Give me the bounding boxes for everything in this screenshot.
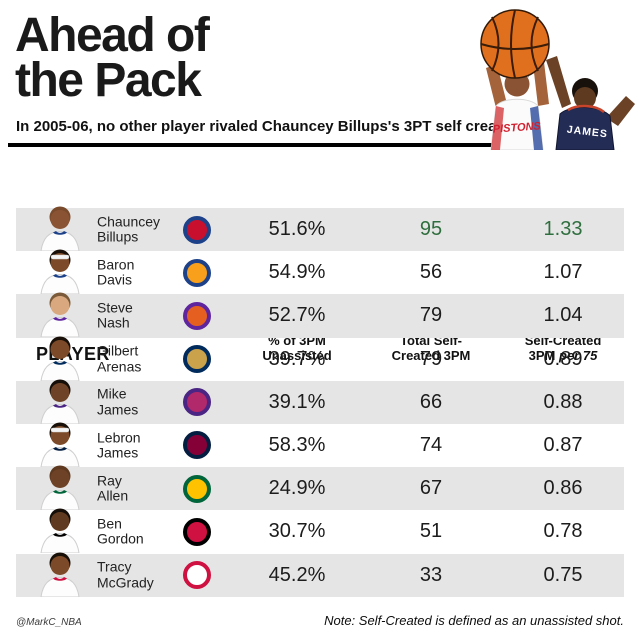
per-75-value: 0.87: [543, 433, 583, 456]
pct-unassisted-value: 39.7%: [268, 347, 326, 370]
team-logo-pistons-icon: [183, 215, 211, 244]
player-name: Chauncey Billups: [97, 213, 161, 245]
pct-unassisted-value: 39.1%: [268, 390, 326, 413]
shooter-player: PISTONS: [486, 53, 549, 150]
pct-unassisted-value: 58.3%: [268, 433, 326, 456]
team-logo-cavaliers-icon: [183, 431, 211, 460]
total-self-created-value: 79: [419, 347, 443, 370]
player-photo: [40, 379, 80, 424]
player-name: Baron Davis: [97, 256, 135, 288]
title-line-2: the Pack: [15, 54, 202, 107]
player-photo: [40, 249, 80, 295]
pct-unassisted-value: 51.6%: [268, 218, 326, 240]
per-75-value: 1.04: [543, 304, 583, 327]
table-row: Chauncey Billups 51.6% 95 1.33: [16, 206, 624, 252]
per-75-value: 1.07: [543, 261, 583, 284]
player-photo: [40, 552, 80, 597]
table-row: Gilbert Arenas 39.7% 79 0.89: [16, 336, 624, 381]
table-row: Tracy McGrady 45.2% 33 0.75: [16, 552, 624, 597]
total-self-created-value: 67: [419, 477, 443, 500]
defender-jersey-text: JAMES: [566, 124, 608, 141]
table-row: Mike James 39.1% 66 0.88: [16, 379, 624, 424]
table-row: Ben Gordon 30.7% 51 0.78: [16, 508, 624, 554]
pct-unassisted-value: 30.7%: [268, 520, 326, 543]
team-logo-wizards-icon: [183, 345, 211, 374]
total-self-created-value: 33: [419, 563, 443, 586]
player-name: Ray Allen: [97, 472, 129, 504]
team-logo-rockets-icon: [183, 561, 211, 589]
per-75-value: 1.33: [543, 218, 583, 240]
table-row: Lebron James 58.3% 74 0.87: [16, 422, 624, 467]
team-logo-raptors-icon: [183, 388, 211, 417]
table-row: Steve Nash 52.7% 79 1.04: [16, 292, 624, 338]
per-75-value: 0.88: [543, 390, 583, 413]
table-header: PLAYER % of 3PM Unassisted Total Self- C…: [0, 164, 640, 364]
player-name: Tracy McGrady: [97, 558, 154, 591]
per-75-value: 0.86: [543, 477, 583, 500]
hero-illustration: PISTONS JAMES: [480, 2, 640, 150]
total-self-created-value: 95: [419, 218, 443, 240]
team-logo-suns-icon: [183, 301, 211, 330]
player-name: Mike James: [97, 385, 139, 418]
team-logo-sonics-icon: [183, 474, 211, 503]
total-self-created-value: 51: [419, 520, 443, 543]
table-row: Baron Davis 54.9% 56 1.07: [16, 249, 624, 295]
title-line-1: Ahead of: [15, 9, 210, 62]
total-self-created-value: 74: [419, 433, 443, 456]
total-self-created-value: 56: [419, 261, 443, 284]
pct-unassisted-value: 54.9%: [268, 261, 326, 284]
player-photo: [40, 206, 80, 251]
pct-unassisted-value: 24.9%: [268, 477, 326, 500]
total-self-created-value: 79: [419, 304, 443, 327]
total-self-created-value: 66: [419, 390, 443, 413]
table-rows: Chauncey Billups 51.6% 95 1.33 Baron Dav…: [16, 206, 624, 597]
player-photo: [40, 465, 80, 511]
shooter-jersey-text: PISTONS: [492, 120, 541, 135]
defender-player: JAMES: [546, 56, 635, 150]
player-photo: [40, 336, 80, 381]
player-photo: [40, 508, 80, 554]
per-75-value: 0.78: [543, 520, 583, 543]
player-name: Steve Nash: [97, 299, 133, 331]
team-logo-warriors-icon: [183, 258, 211, 287]
player-name: Lebron James: [97, 429, 141, 461]
basketball-icon: [480, 9, 550, 79]
footnote: Note: Self-Created is defined as an unas…: [324, 613, 624, 628]
player-photo: [40, 422, 80, 467]
player-photo: [40, 292, 80, 338]
pct-unassisted-value: 45.2%: [268, 563, 326, 586]
team-logo-bulls-icon: [183, 517, 211, 546]
subtitle: In 2005-06, no other player rivaled Chau…: [16, 118, 529, 135]
page-title: Ahead of the Pack: [15, 9, 210, 107]
per-75-value: 0.89: [543, 347, 583, 370]
table-row: Ray Allen 24.9% 67 0.86: [16, 465, 624, 511]
header-divider: [8, 143, 632, 147]
author-credit: @MarkC_NBA: [16, 617, 82, 628]
pct-unassisted-value: 52.7%: [268, 304, 326, 327]
per-75-value: 0.75: [543, 563, 583, 586]
player-name: Ben Gordon: [97, 515, 144, 547]
player-name: Gilbert Arenas: [97, 342, 142, 375]
